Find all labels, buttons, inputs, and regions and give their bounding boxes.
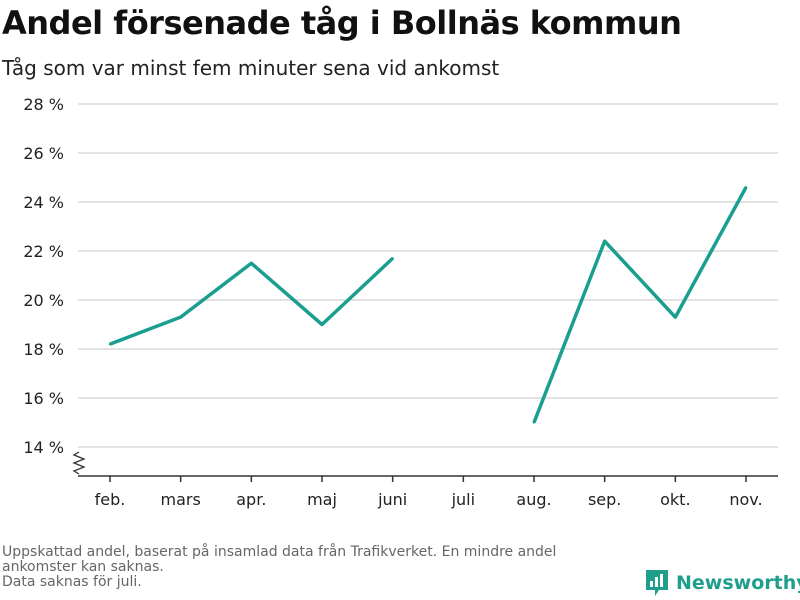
chart-subtitle: Tåg som var minst fem minuter sena vid a… — [2, 56, 500, 80]
chart-title: Andel försenade tåg i Bollnäs kommun — [2, 4, 682, 42]
data-point — [179, 315, 182, 319]
y-tick-label: 16 % — [23, 389, 64, 408]
data-point — [744, 186, 748, 189]
y-tick-label: 14 % — [23, 438, 64, 457]
series-line — [109, 257, 394, 346]
y-tick-label: 28 % — [23, 95, 64, 114]
y-tick-label: 22 % — [23, 242, 64, 261]
x-tick-label: nov. — [729, 490, 762, 509]
footnote-line: Uppskattad andel, baserat på insamlad da… — [2, 544, 557, 560]
data-point — [391, 257, 394, 260]
x-tick-label: apr. — [236, 490, 266, 509]
x-tick-label: sep. — [588, 490, 621, 509]
x-tick-label: mars — [161, 490, 201, 509]
x-tick-label: okt. — [660, 490, 690, 509]
footnote-line: ankomster kan saknas. — [2, 559, 164, 575]
y-tick-label: 24 % — [23, 193, 64, 212]
data-point — [250, 262, 253, 265]
axis-break-icon — [72, 451, 86, 475]
newsworthy-logo-icon — [646, 570, 668, 596]
data-point — [320, 323, 324, 326]
footnote: Uppskattad andel, baserat på insamlad da… — [2, 545, 556, 590]
y-tick-label: 18 % — [23, 340, 64, 359]
series-line — [532, 186, 748, 424]
line-chart: 14 % 16 % 18 % 20 % 22 % 24 % 26 % 28 % feb. mars… — [23, 95, 778, 509]
data-point — [603, 240, 606, 243]
x-tick-label: maj — [307, 490, 337, 509]
y-tick-label: 26 % — [23, 144, 64, 163]
data-point — [674, 315, 677, 319]
footnote-line: Data saknas för juli. — [2, 574, 142, 590]
x-tick-label: aug. — [516, 490, 551, 509]
x-tick-label: juni — [377, 490, 407, 509]
data-point — [532, 421, 536, 424]
brand-logo: Newsworthy — [644, 568, 800, 598]
x-tick-label: feb. — [95, 490, 126, 509]
data-point — [108, 342, 112, 346]
x-tick-label: juli — [451, 490, 475, 509]
y-tick-label: 20 % — [23, 291, 64, 310]
brand-name: Newsworthy — [676, 572, 800, 594]
